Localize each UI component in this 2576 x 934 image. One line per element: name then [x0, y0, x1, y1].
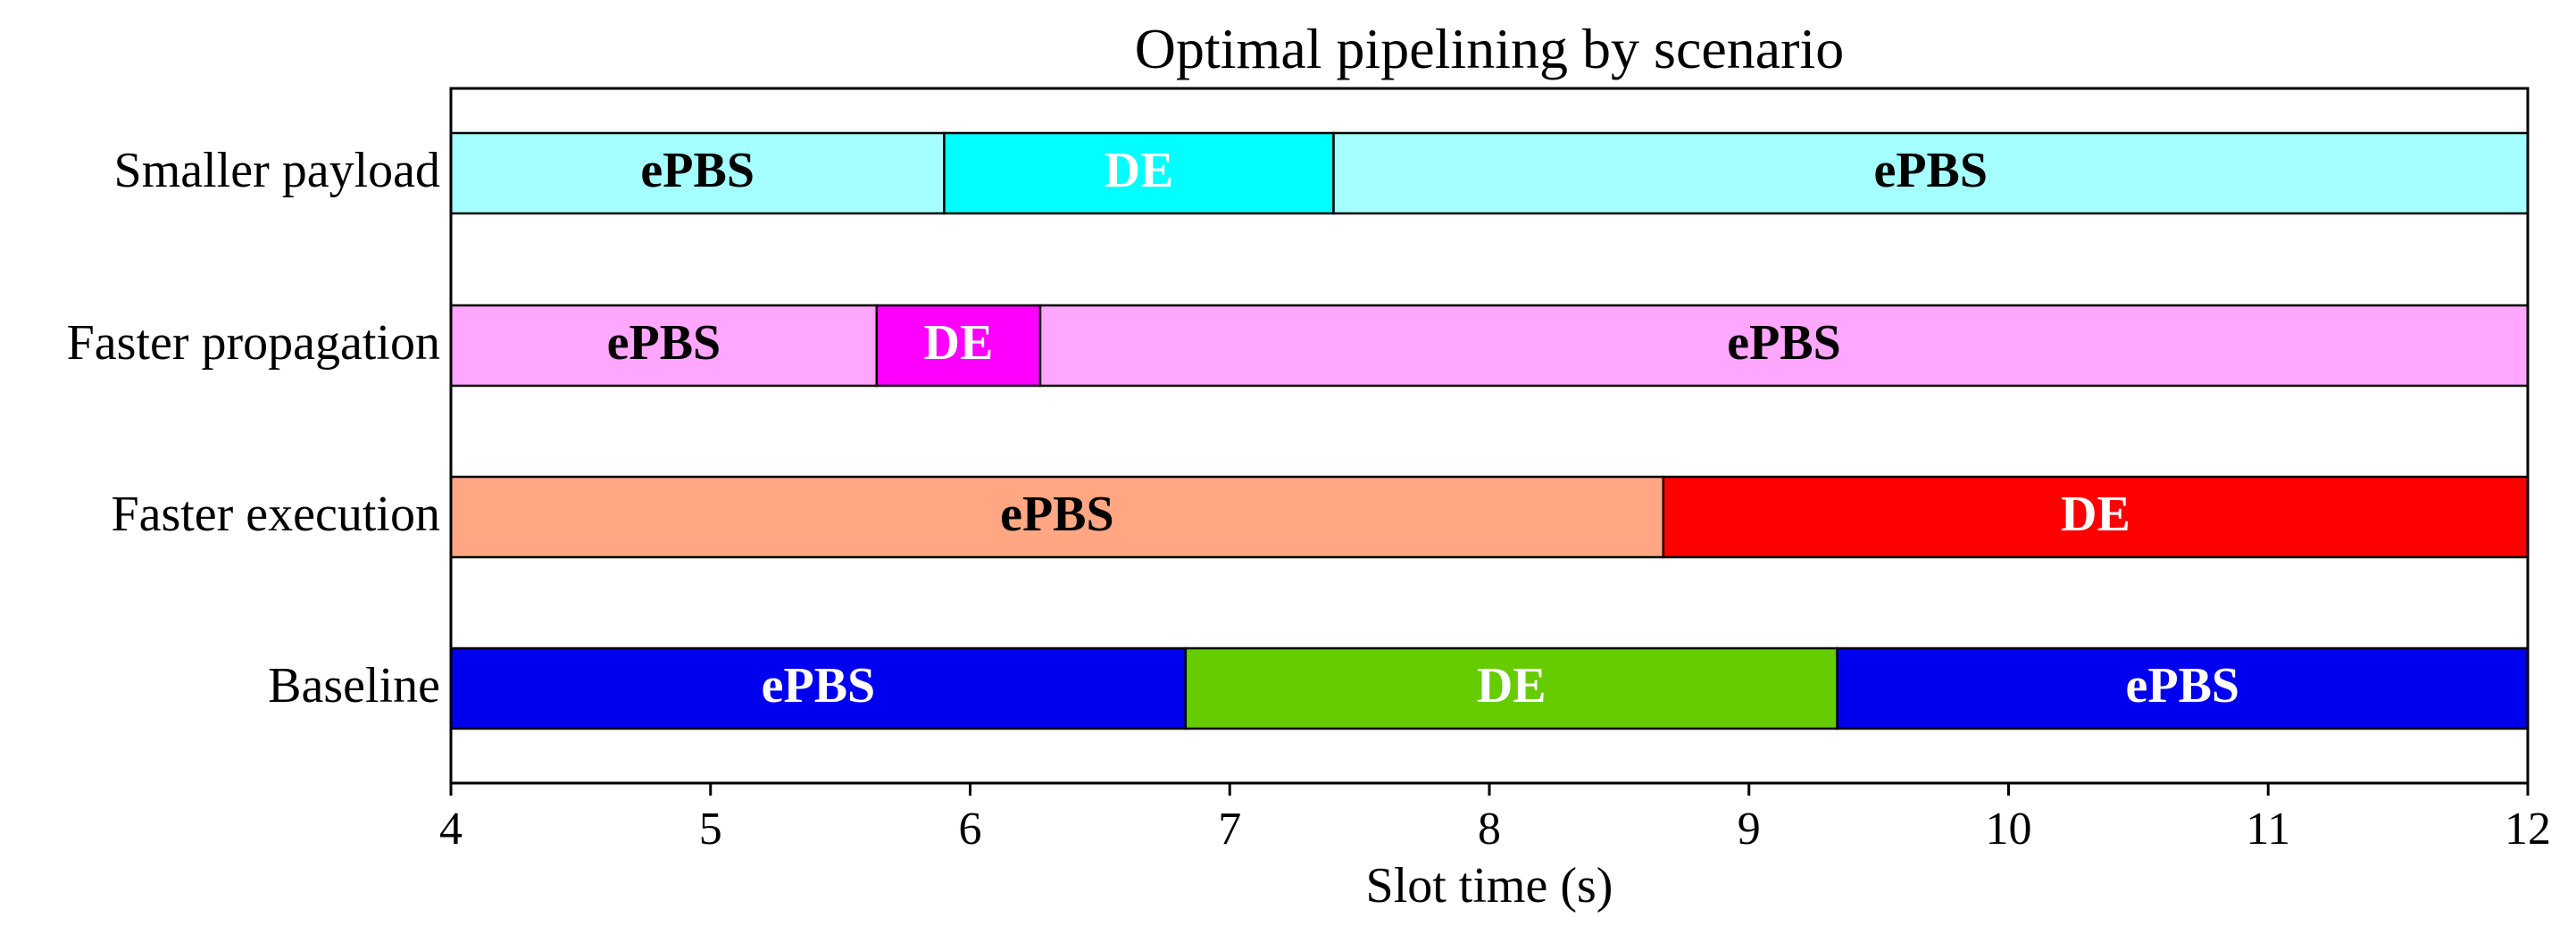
plot-frame — [449, 87, 2530, 785]
bar-segment-faster-execution-epbs-1 — [449, 475, 1665, 559]
bar-segment-smaller-payload-de-2 — [943, 131, 1335, 215]
segment-label-smaller-payload-3: ePBS — [1873, 143, 1988, 198]
bar-segment-faster-propagation-de-2 — [875, 304, 1042, 388]
x-axis-label: Slot time (s) — [1366, 858, 1613, 913]
category-label-smaller-payload: Smaller payload — [114, 143, 440, 198]
x-tick-label: 7 — [1218, 804, 1241, 855]
x-tick-label: 5 — [699, 804, 722, 855]
bar-segment-baseline-de-2 — [1184, 646, 1838, 730]
segment-label-faster-execution-2: DE — [2061, 487, 2130, 542]
segment-label-smaller-payload-1: ePBS — [640, 143, 754, 198]
x-tick-label: 4 — [439, 804, 463, 855]
x-tick-label: 8 — [1478, 804, 1501, 855]
segment-label-faster-execution-1: ePBS — [1000, 487, 1114, 542]
category-label-faster-propagation: Faster propagation — [67, 315, 440, 371]
x-tick-label: 12 — [2505, 804, 2551, 855]
bar-segment-faster-execution-de-2 — [1662, 475, 2530, 559]
segment-label-baseline-2: DE — [1477, 658, 1546, 713]
x-tick-label: 6 — [959, 804, 982, 855]
y-axis-categories: Smaller payload Faster propagation Faster … — [67, 143, 440, 713]
category-label-faster-execution: Faster execution — [111, 487, 440, 542]
x-tick-label: 10 — [1986, 804, 2032, 855]
segment-label-smaller-payload-2: DE — [1105, 143, 1174, 198]
chart-title: Optimal pipelining by scenario — [1135, 17, 1845, 80]
segment-label-faster-propagation-1: ePBS — [607, 315, 721, 371]
x-axis-ticks: 4 5 6 7 8 9 10 11 12 — [439, 783, 2551, 855]
bar-segment-smaller-payload-epbs-1 — [449, 131, 946, 215]
category-label-baseline: Baseline — [268, 658, 440, 713]
segment-label-faster-propagation-2: DE — [924, 315, 994, 371]
segment-label-baseline-1: ePBS — [762, 658, 876, 713]
x-tick-label: 9 — [1738, 804, 1761, 855]
segment-label-baseline-3: ePBS — [2126, 658, 2240, 713]
bar-segment-faster-propagation-epbs-3 — [1038, 304, 2530, 388]
bar-segment-smaller-payload-epbs-3 — [1332, 131, 2530, 215]
x-tick-label: 11 — [2246, 804, 2290, 855]
segment-label-faster-propagation-3: ePBS — [1727, 315, 1841, 371]
bars-layer: ePBS DE ePBS ePBS DE ePBS ePBS DE ePBS DE ePBS — [449, 131, 2530, 730]
